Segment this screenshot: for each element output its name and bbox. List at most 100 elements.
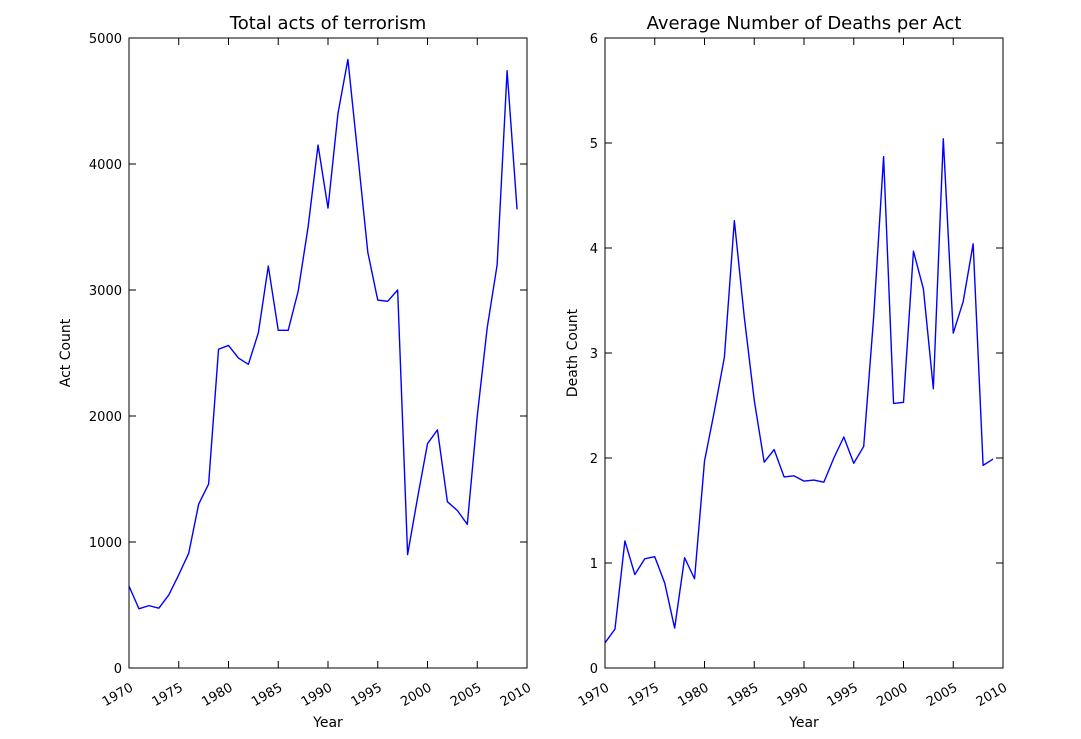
series-group bbox=[604, 137, 995, 644]
data-point bbox=[992, 458, 995, 461]
data-point bbox=[623, 539, 626, 542]
y-tick-label: 0 bbox=[590, 662, 598, 677]
data-point bbox=[257, 331, 260, 334]
data-point bbox=[942, 137, 945, 140]
series-line bbox=[128, 58, 518, 610]
data-point bbox=[892, 402, 895, 405]
data-point bbox=[167, 593, 170, 596]
chart-title: Average Number of Deaths per Act bbox=[647, 13, 962, 34]
data-point bbox=[842, 436, 845, 439]
data-point bbox=[703, 460, 706, 463]
data-point bbox=[713, 409, 716, 412]
data-point bbox=[436, 428, 439, 431]
data-point bbox=[466, 523, 469, 526]
y-axis-label: Death Count bbox=[565, 308, 581, 397]
data-point bbox=[307, 226, 310, 229]
data-point bbox=[406, 553, 409, 556]
data-point bbox=[912, 250, 915, 253]
data-point bbox=[822, 481, 825, 484]
data-point bbox=[187, 552, 190, 555]
data-point bbox=[217, 348, 220, 351]
data-point bbox=[803, 480, 806, 483]
data-point bbox=[416, 496, 419, 499]
data-point bbox=[496, 263, 499, 266]
data-point bbox=[396, 289, 399, 292]
data-point bbox=[157, 607, 160, 610]
data-point bbox=[972, 242, 975, 245]
y-tick-label: 5 bbox=[590, 137, 598, 152]
data-point bbox=[476, 415, 479, 418]
y-tick-label: 1 bbox=[590, 557, 598, 572]
data-point bbox=[456, 509, 459, 512]
data-point bbox=[297, 290, 300, 293]
data-point bbox=[852, 462, 855, 465]
y-tick-label: 1000 bbox=[89, 536, 122, 551]
y-tick-label: 5000 bbox=[89, 32, 122, 47]
y-tick-label: 2000 bbox=[89, 410, 122, 425]
data-point bbox=[376, 299, 379, 302]
data-point bbox=[137, 607, 140, 610]
data-point bbox=[932, 387, 935, 390]
data-point bbox=[516, 208, 519, 211]
data-point bbox=[982, 464, 985, 467]
data-point bbox=[743, 316, 746, 319]
y-tick-label: 4 bbox=[590, 242, 598, 257]
data-point bbox=[882, 155, 885, 158]
x-axis-label: Year bbox=[788, 715, 819, 731]
data-point bbox=[356, 154, 359, 157]
data-point bbox=[197, 503, 200, 506]
chart-title: Total acts of terrorism bbox=[229, 13, 426, 34]
data-point bbox=[633, 573, 636, 576]
data-point bbox=[327, 207, 330, 210]
data-point bbox=[277, 329, 280, 332]
data-point bbox=[733, 219, 736, 222]
data-point bbox=[317, 144, 320, 147]
data-point bbox=[902, 401, 905, 404]
series-group bbox=[128, 58, 519, 610]
data-point bbox=[486, 326, 489, 329]
x-axis-label: Year bbox=[312, 715, 343, 731]
y-tick-label: 6 bbox=[590, 32, 598, 47]
y-tick-label: 4000 bbox=[89, 158, 122, 173]
data-point bbox=[663, 581, 666, 584]
chart-average-deaths: Average Number of Deaths per Act Year De… bbox=[565, 13, 1010, 731]
y-tick-label: 3 bbox=[590, 347, 598, 362]
data-point bbox=[446, 500, 449, 503]
data-point bbox=[723, 356, 726, 359]
data-point bbox=[763, 461, 766, 464]
data-point bbox=[683, 556, 686, 559]
data-point bbox=[366, 251, 369, 254]
data-point bbox=[267, 265, 270, 268]
data-point bbox=[922, 287, 925, 290]
data-point bbox=[962, 300, 965, 303]
data-point bbox=[207, 483, 210, 486]
data-point bbox=[336, 112, 339, 115]
data-point bbox=[287, 329, 290, 332]
data-point bbox=[147, 604, 150, 607]
data-point bbox=[862, 445, 865, 448]
data-point bbox=[426, 442, 429, 445]
data-point bbox=[237, 357, 240, 360]
data-point bbox=[653, 555, 656, 558]
plot-frame bbox=[604, 37, 1004, 669]
data-point bbox=[247, 363, 250, 366]
y-axis-label: Act Count bbox=[58, 318, 74, 387]
data-point bbox=[506, 69, 509, 72]
data-point bbox=[693, 577, 696, 580]
plot-frame bbox=[128, 37, 528, 669]
data-point bbox=[643, 557, 646, 560]
data-point bbox=[783, 475, 786, 478]
data-point bbox=[872, 316, 875, 319]
data-point bbox=[346, 58, 349, 61]
data-point bbox=[613, 628, 616, 631]
y-tick-label: 2 bbox=[590, 452, 598, 467]
y-tick-label: 0 bbox=[114, 662, 122, 677]
data-point bbox=[952, 332, 955, 335]
data-point bbox=[386, 300, 389, 303]
y-tick-label: 3000 bbox=[89, 284, 122, 299]
data-point bbox=[673, 627, 676, 630]
data-point bbox=[753, 399, 756, 402]
data-point bbox=[832, 457, 835, 460]
